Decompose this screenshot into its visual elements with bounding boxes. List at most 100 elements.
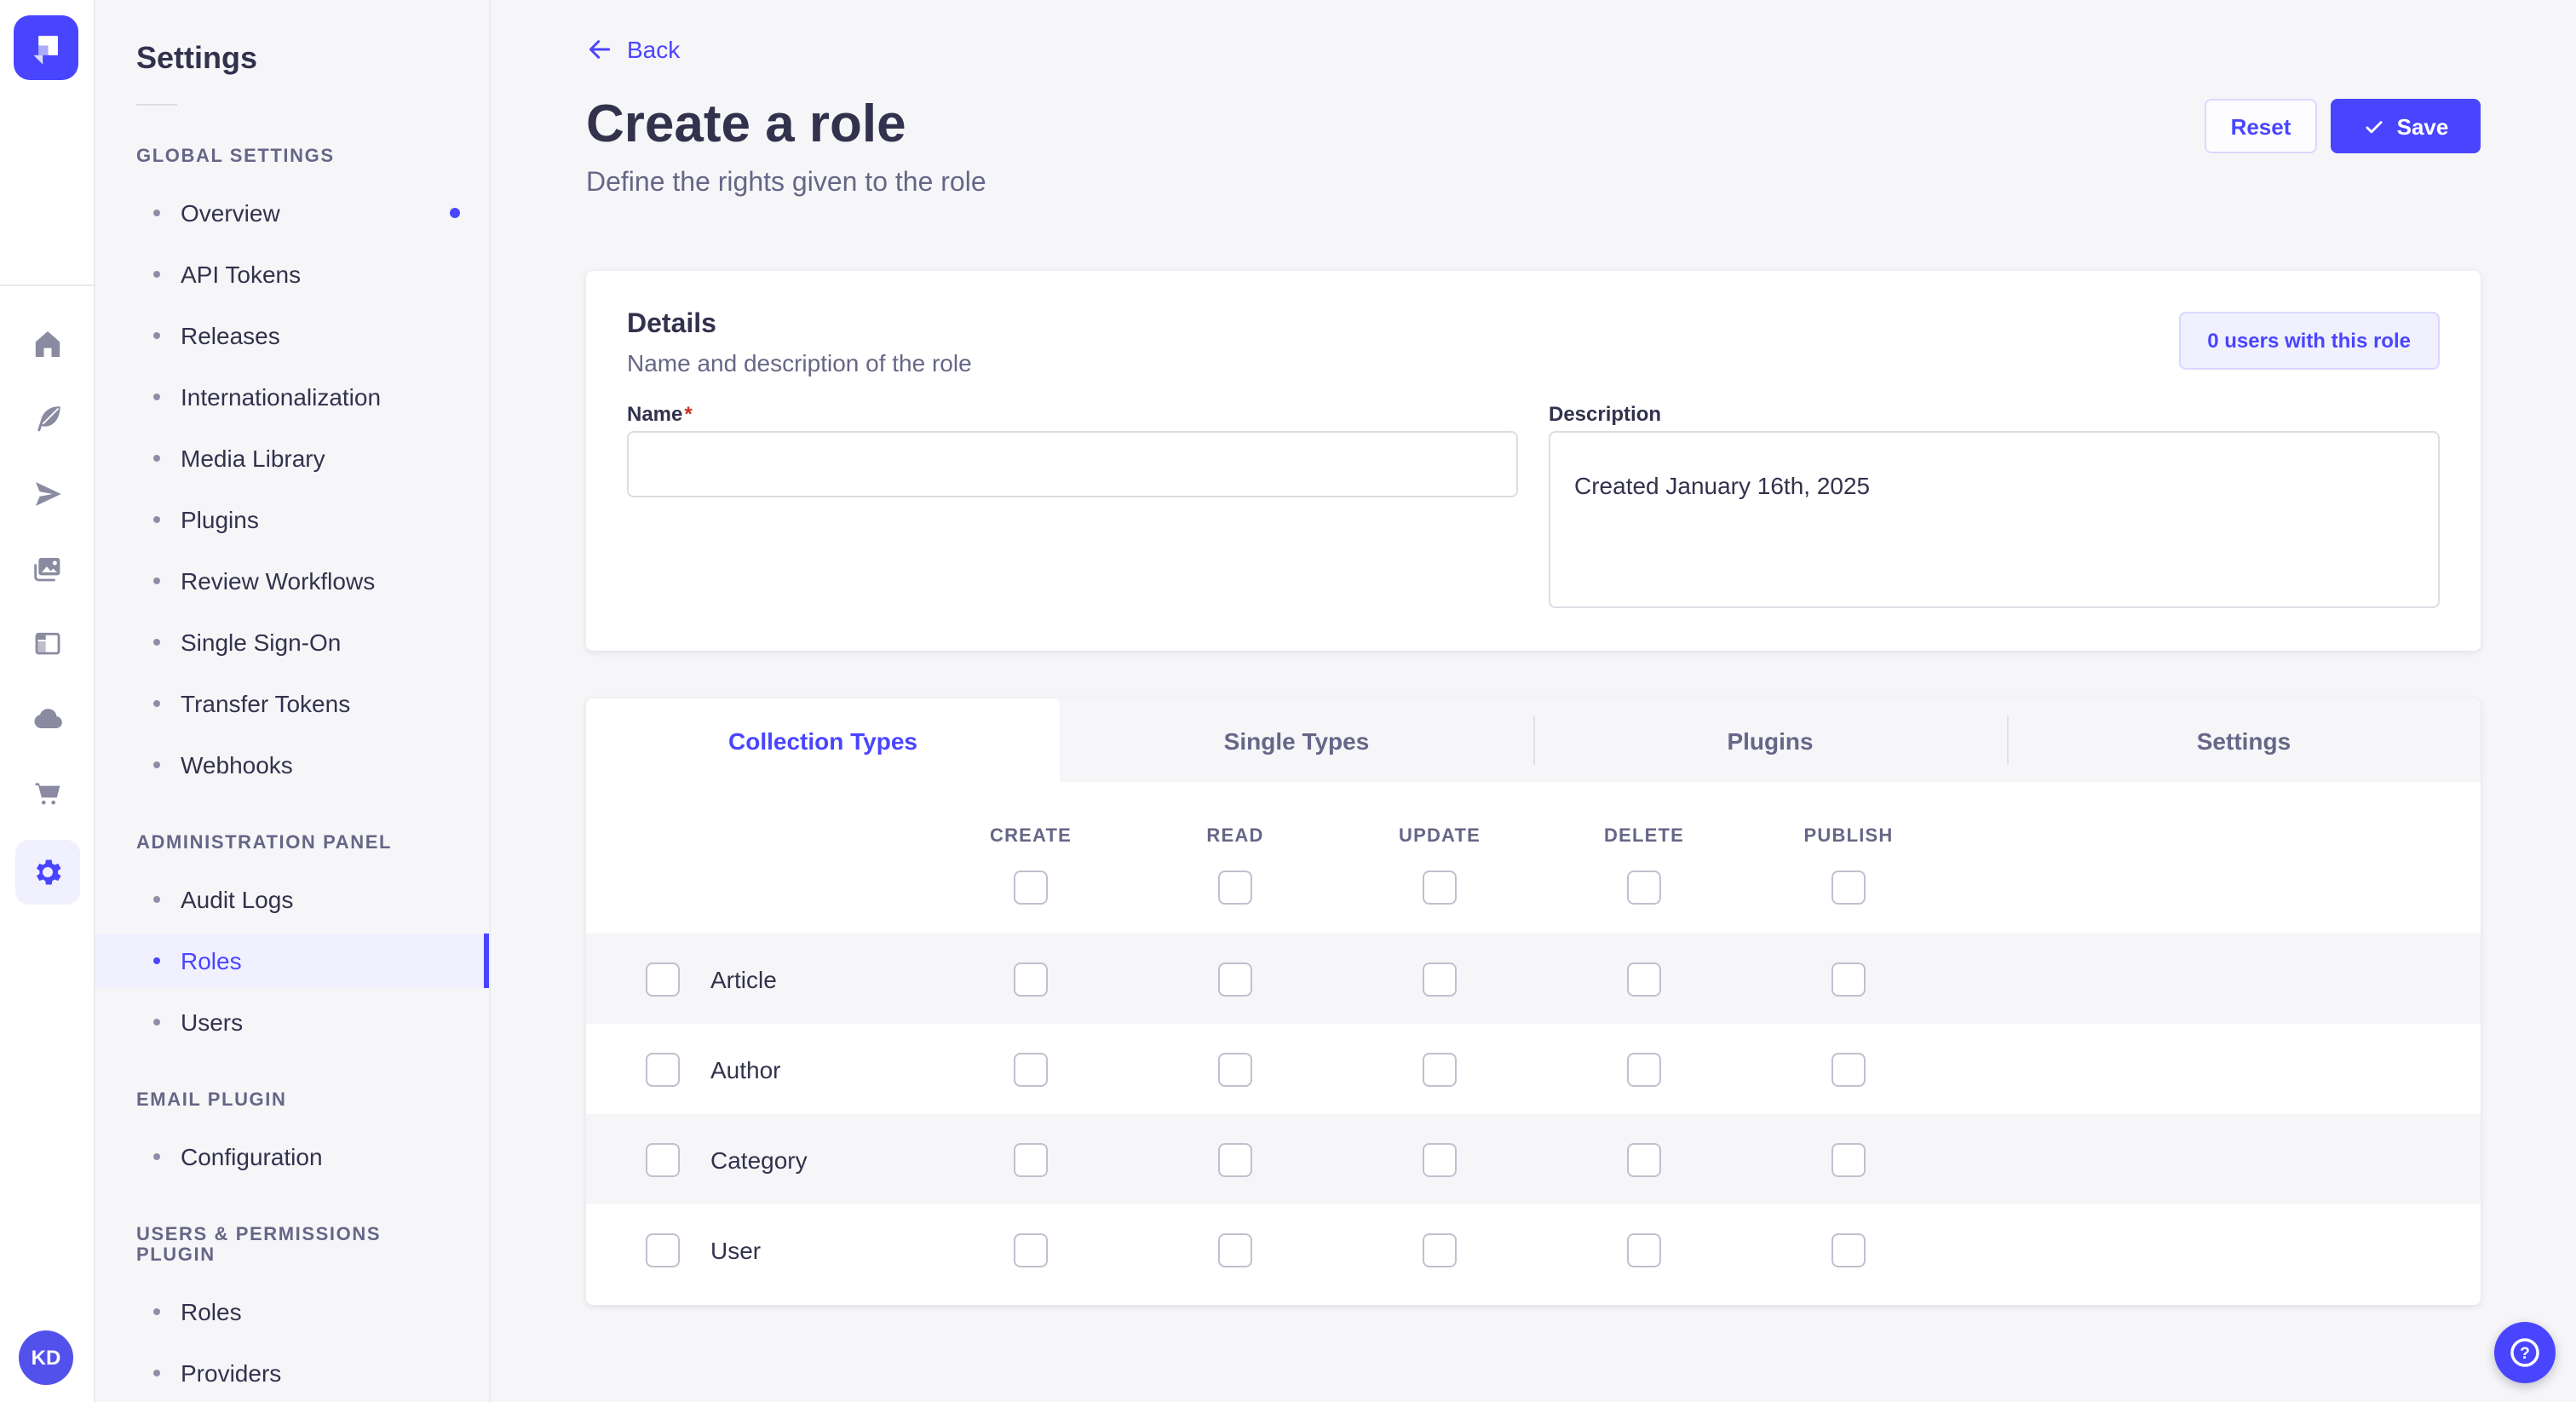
bullet-icon (153, 1153, 160, 1160)
sidebar-item-releases[interactable]: Releases (94, 308, 489, 363)
sidebar-item-roles[interactable]: Roles (94, 934, 489, 988)
bullet-icon (153, 639, 160, 646)
sidenav-title: Settings (136, 41, 258, 75)
table-row-user: User (586, 1204, 2481, 1295)
select-row-checkbox[interactable] (646, 1232, 680, 1267)
check-icon (2366, 120, 2383, 133)
strapi-logo-icon[interactable] (14, 15, 78, 80)
sidebar-item-label: Webhooks (181, 751, 293, 779)
sidenav-section-global-settings: GLOBAL SETTINGS Overview API Tokens Release… (94, 147, 489, 792)
sidebar-item-label: Internationalization (181, 383, 382, 411)
select-all-delete-checkbox[interactable] (1627, 871, 1661, 905)
sidebar-item-label: Providers (181, 1359, 282, 1387)
sidebar-item-media-library[interactable]: Media Library (94, 431, 489, 486)
publish-permission-checkbox[interactable] (1831, 1232, 1866, 1267)
read-permission-checkbox[interactable] (1218, 962, 1252, 996)
table-row-author: Author (586, 1024, 2481, 1114)
select-all-create-checkbox[interactable] (1014, 871, 1048, 905)
publish-permission-checkbox[interactable] (1831, 1142, 1866, 1176)
tab-plugins[interactable]: Plugins (1533, 698, 2007, 782)
table-row-category: Category (586, 1114, 2481, 1204)
select-all-update-checkbox[interactable] (1423, 871, 1457, 905)
read-permission-checkbox[interactable] (1218, 1232, 1252, 1267)
users-with-role-button[interactable]: 0 users with this role (2178, 312, 2440, 370)
name-field[interactable] (627, 431, 1518, 497)
bullet-icon (153, 516, 160, 523)
select-row-checkbox[interactable] (646, 1142, 680, 1176)
table-row-article: Article (586, 934, 2481, 1024)
media-library-icon[interactable] (14, 540, 79, 596)
settings-sidenav: Settings GLOBAL SETTINGS Overview API Toke… (94, 0, 491, 1402)
sidebar-item-review-workflows[interactable]: Review Workflows (94, 554, 489, 608)
user-avatar[interactable]: KD (19, 1330, 73, 1385)
description-label: Description (1549, 402, 1662, 426)
publish-permission-checkbox[interactable] (1831, 1052, 1866, 1086)
deploy-icon[interactable] (14, 690, 79, 746)
read-permission-checkbox[interactable] (1218, 1052, 1252, 1086)
bullet-icon (153, 394, 160, 400)
sidebar-item-transfer-tokens[interactable]: Transfer Tokens (94, 676, 489, 731)
column-header-publish: PUBLISH (1803, 826, 1894, 847)
release-icon[interactable] (14, 465, 79, 521)
sidebar-item-plugins[interactable]: Plugins (94, 492, 489, 547)
sidebar-item-providers[interactable]: Providers (94, 1346, 489, 1400)
rail-divider (0, 284, 94, 286)
sidebar-item-label: Plugins (181, 506, 259, 533)
sidebar-item-users[interactable]: Users (94, 995, 489, 1049)
sidenav-section-label: USERS & PERMISSIONS PLUGIN (136, 1225, 382, 1266)
row-label: Article (710, 965, 777, 992)
tab-single-types[interactable]: Single Types (1223, 727, 1370, 754)
settings-icon[interactable] (14, 840, 79, 905)
sidebar-item-configuration[interactable]: Configuration (94, 1129, 489, 1184)
help-button[interactable]: ? (2494, 1322, 2556, 1383)
sidebar-item-webhooks[interactable]: Webhooks (94, 738, 489, 792)
tab-settings[interactable]: Settings (2007, 698, 2481, 782)
sidebar-item-api-tokens[interactable]: API Tokens (94, 247, 489, 302)
sidebar-item-label: Single Sign-On (181, 629, 342, 656)
read-permission-checkbox[interactable] (1218, 1142, 1252, 1176)
back-link[interactable]: Back (586, 36, 680, 63)
sidebar-item-internationalization[interactable]: Internationalization (94, 370, 489, 424)
update-permission-checkbox[interactable] (1423, 1232, 1457, 1267)
details-title: Details (627, 310, 716, 339)
save-button[interactable]: Save (2331, 99, 2481, 153)
sidebar-item-overview[interactable]: Overview (94, 186, 489, 240)
select-all-read-checkbox[interactable] (1218, 871, 1252, 905)
select-row-checkbox[interactable] (646, 1052, 680, 1086)
content-type-builder-icon[interactable] (14, 615, 79, 671)
home-icon[interactable] (14, 315, 79, 371)
content-manager-icon[interactable] (14, 390, 79, 446)
select-all-publish-checkbox[interactable] (1831, 871, 1866, 905)
update-permission-checkbox[interactable] (1423, 1052, 1457, 1086)
update-permission-checkbox[interactable] (1423, 962, 1457, 996)
bullet-icon (153, 1370, 160, 1376)
delete-permission-checkbox[interactable] (1627, 1142, 1661, 1176)
create-permission-checkbox[interactable] (1014, 962, 1048, 996)
delete-permission-checkbox[interactable] (1627, 1232, 1661, 1267)
tab-collection-types[interactable]: Collection Types (586, 698, 1060, 782)
create-permission-checkbox[interactable] (1014, 1142, 1048, 1176)
page-subtitle: Define the rights given to the role (586, 169, 986, 198)
row-label: Category (710, 1146, 808, 1173)
delete-permission-checkbox[interactable] (1627, 962, 1661, 996)
sidebar-item-roles[interactable]: Roles (94, 1284, 489, 1339)
sidenav-section-label: EMAIL PLUGIN (136, 1090, 287, 1111)
reset-button[interactable]: Reset (2205, 99, 2317, 153)
sidebar-item-audit-logs[interactable]: Audit Logs (94, 872, 489, 927)
update-permission-checkbox[interactable] (1423, 1142, 1457, 1176)
sidebar-item-single-sign-on[interactable]: Single Sign-On (94, 615, 489, 669)
permissions-card: Collection Types Single Types Plugins Setti… (586, 698, 2481, 1305)
sidebar-item-label: Users (181, 1008, 244, 1036)
delete-permission-checkbox[interactable] (1627, 1052, 1661, 1086)
sidenav-section-administration-panel: ADMINISTRATION PANEL Audit Logs Roles Users (94, 833, 489, 1049)
sidebar-item-label: Audit Logs (181, 886, 294, 913)
select-row-checkbox[interactable] (646, 962, 680, 996)
marketplace-icon[interactable] (14, 765, 79, 821)
bullet-icon (153, 577, 160, 584)
publish-permission-checkbox[interactable] (1831, 962, 1866, 996)
create-permission-checkbox[interactable] (1014, 1052, 1048, 1086)
description-field[interactable]: Created January 16th, 2025 (1549, 431, 2440, 608)
row-label: User (710, 1236, 762, 1263)
permissions-table: CREATE READ UPDATE DELETE PUBLISH Article Aut… (586, 782, 2481, 1305)
create-permission-checkbox[interactable] (1014, 1232, 1048, 1267)
